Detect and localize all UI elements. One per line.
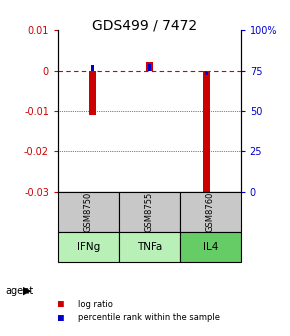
Text: GDS499 / 7472: GDS499 / 7472 — [93, 18, 197, 33]
Bar — [58, 232, 119, 262]
Text: GSM8755: GSM8755 — [145, 192, 154, 232]
Bar — [203, 71, 210, 192]
Text: ▶: ▶ — [23, 286, 32, 296]
Bar — [119, 192, 180, 232]
Text: percentile rank within the sample: percentile rank within the sample — [78, 313, 220, 322]
Text: ■: ■ — [58, 299, 64, 309]
Bar — [180, 232, 241, 262]
Text: log ratio: log ratio — [78, 300, 113, 308]
Bar — [180, 192, 241, 232]
Bar — [90, 65, 94, 71]
Bar — [205, 71, 208, 75]
Text: GSM8750: GSM8750 — [84, 192, 93, 232]
Bar — [146, 62, 153, 71]
Text: ■: ■ — [58, 312, 64, 323]
Text: TNFa: TNFa — [137, 242, 162, 252]
Text: agent: agent — [6, 286, 34, 296]
Bar — [148, 64, 151, 71]
Text: IL4: IL4 — [202, 242, 218, 252]
Bar — [89, 71, 96, 115]
Bar — [119, 232, 180, 262]
Text: GSM8760: GSM8760 — [206, 192, 215, 232]
Bar — [58, 192, 119, 232]
Text: IFNg: IFNg — [77, 242, 100, 252]
